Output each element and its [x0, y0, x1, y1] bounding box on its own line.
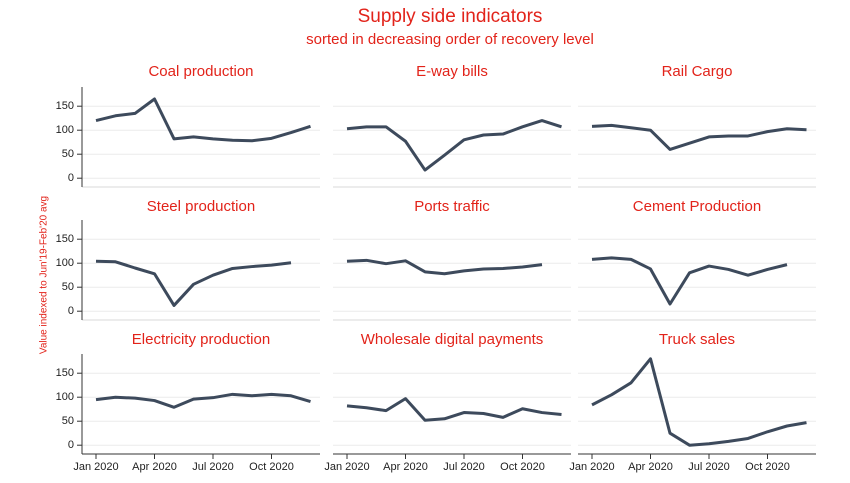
- x-tick-label: Jul 2020: [688, 461, 730, 473]
- y-tick-label: 150: [56, 233, 74, 245]
- panel-title: Rail Cargo: [662, 63, 733, 80]
- y-tick-label: 0: [68, 172, 74, 184]
- y-tick-label: 0: [68, 305, 74, 317]
- series-line: [95, 259, 292, 307]
- y-tick-label: 100: [56, 124, 74, 136]
- y-tick-label: 150: [56, 100, 74, 112]
- panel-title: E-way bills: [416, 63, 488, 80]
- series-line: [591, 123, 807, 151]
- series-line: [346, 119, 562, 172]
- panel-title: Truck sales: [659, 331, 735, 348]
- y-tick-label: 50: [62, 281, 74, 293]
- panel-title: Coal production: [148, 63, 253, 80]
- panel-title: Steel production: [147, 198, 255, 215]
- x-tick-label: Oct 2020: [745, 461, 790, 473]
- panel-title: Electricity production: [132, 331, 270, 348]
- y-axis-label: Value indexed to Jun'19-Feb'20 avg: [39, 196, 50, 354]
- x-tick-label: Apr 2020: [383, 461, 428, 473]
- x-tick-label: Oct 2020: [249, 461, 294, 473]
- series-line: [95, 97, 311, 143]
- y-tick-label: 100: [56, 257, 74, 269]
- series-line: [591, 256, 788, 306]
- y-tick-label: 150: [56, 367, 74, 379]
- series-line: [346, 258, 543, 276]
- y-tick-label: 100: [56, 391, 74, 403]
- x-tick-label: Jul 2020: [192, 461, 234, 473]
- series-line: [95, 392, 311, 409]
- panel-title: Ports traffic: [414, 198, 490, 215]
- x-tick-label: Oct 2020: [500, 461, 545, 473]
- series-line: [346, 397, 562, 422]
- panel-title: Cement Production: [633, 198, 761, 215]
- x-tick-label: Apr 2020: [132, 461, 177, 473]
- series-line: [591, 357, 807, 447]
- chart-title: Supply side indicators: [358, 6, 543, 27]
- x-tick-label: Jan 2020: [324, 461, 369, 473]
- x-tick-label: Apr 2020: [628, 461, 673, 473]
- chart-subtitle: sorted in decreasing order of recovery l…: [306, 31, 594, 48]
- y-tick-label: 50: [62, 148, 74, 160]
- y-tick-label: 50: [62, 415, 74, 427]
- panel-title: Wholesale digital payments: [361, 331, 544, 348]
- y-tick-label: 0: [68, 439, 74, 451]
- x-tick-label: Jan 2020: [73, 461, 118, 473]
- x-tick-label: Jul 2020: [443, 461, 485, 473]
- x-tick-label: Jan 2020: [569, 461, 614, 473]
